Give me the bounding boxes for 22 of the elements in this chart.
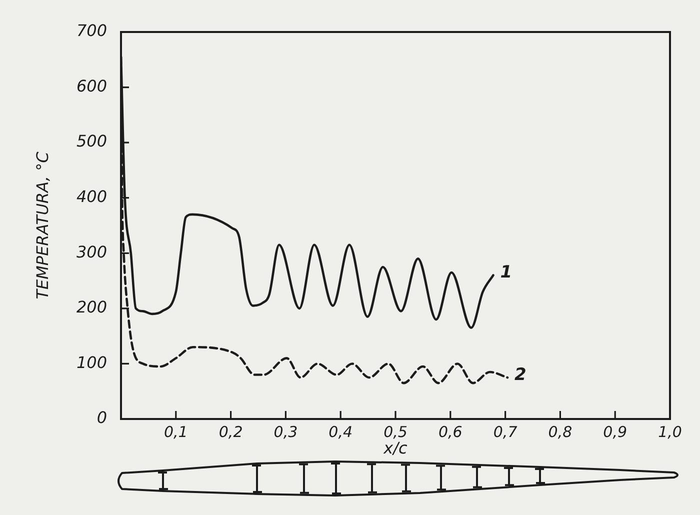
y-tick-label: 500: [76, 132, 107, 151]
x-tick-label: 1,0: [658, 422, 682, 441]
y-tick-label: 0: [96, 408, 107, 428]
x-tick-label: 0,4: [328, 422, 353, 441]
y-tick-label: 100: [76, 352, 107, 372]
x-tick-label: 0,1: [164, 422, 188, 441]
x-axis-title: x/c: [382, 438, 408, 458]
x-tick-label: 0,2: [218, 422, 243, 441]
y-tick-label: 400: [76, 187, 107, 206]
y-tick-label: 300: [76, 242, 107, 262]
x-tick-label: 0,9: [603, 422, 628, 441]
y-tick-label: 600: [76, 76, 107, 96]
series-label: 2: [514, 364, 526, 385]
x-tick-label: 0,7: [493, 422, 518, 441]
y-axis-title: TEMPERATURA, °C: [32, 150, 52, 300]
y-tick-label: 700: [76, 21, 107, 40]
y-tick-label: 200: [76, 298, 107, 317]
x-tick-label: 0,8: [548, 422, 572, 441]
x-tick-label: 0,6: [438, 422, 462, 441]
series-label: 1: [500, 262, 512, 283]
x-tick-label: 0,3: [274, 422, 298, 441]
x-tick-label: 0,5: [384, 422, 408, 441]
